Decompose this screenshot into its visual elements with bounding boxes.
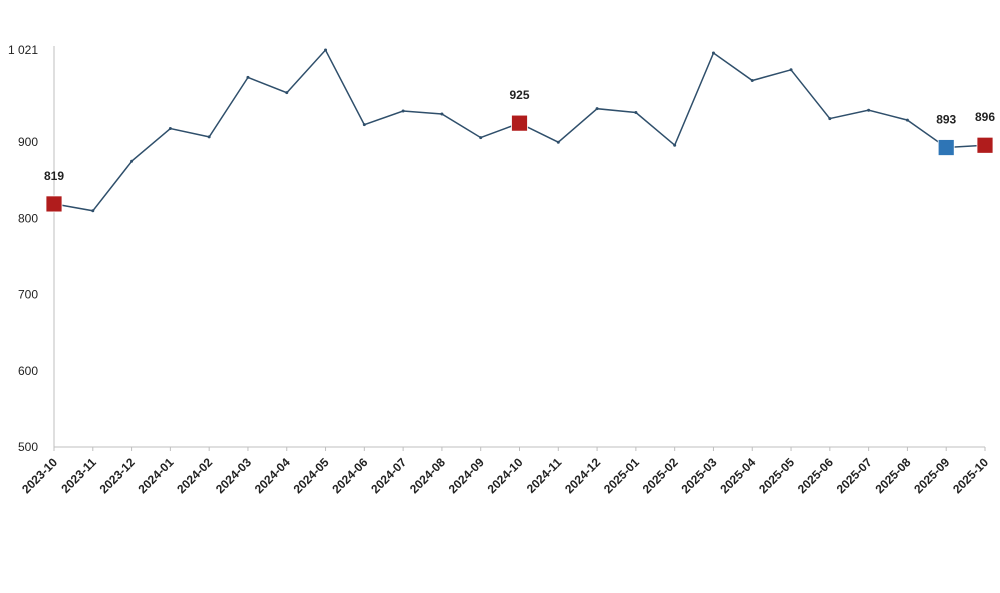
highlight-marker — [937, 139, 955, 156]
x-tick-label: 2024-09 — [446, 455, 487, 496]
x-tick-label: 2023-12 — [97, 455, 138, 496]
x-tick-label: 2023-10 — [19, 455, 60, 496]
x-tick-label: 2025-10 — [950, 455, 991, 496]
data-point — [168, 126, 172, 130]
y-tick-label: 1 021 — [8, 43, 38, 57]
y-tick-label: 500 — [18, 440, 38, 454]
data-point — [324, 48, 328, 52]
highlight-markers — [45, 48, 994, 213]
data-point — [440, 112, 444, 116]
data-point — [750, 78, 754, 82]
data-point — [362, 123, 366, 127]
data-point — [479, 136, 483, 140]
x-tick-label: 2024-06 — [329, 455, 370, 496]
data-point — [711, 51, 715, 55]
x-tick-label: 2024-07 — [368, 455, 409, 496]
x-tick-label: 2023-11 — [58, 455, 99, 496]
data-point — [556, 140, 560, 144]
x-tick-label: 2024-05 — [291, 455, 332, 496]
y-tick-label: 700 — [18, 288, 38, 302]
data-point — [634, 110, 638, 114]
x-axis-ticks: 2023-102023-112023-122024-012024-022024-… — [19, 447, 991, 496]
y-axis-ticks: 500 600 700 800 900 1 021 — [8, 43, 38, 454]
x-tick-label: 2025-09 — [911, 455, 952, 496]
y-tick-label: 900 — [18, 135, 38, 149]
highlight-marker — [511, 114, 528, 132]
data-point — [401, 109, 405, 113]
data-point — [246, 75, 250, 79]
data-label: 819 — [44, 169, 64, 183]
x-tick-label: 2025-03 — [679, 455, 720, 496]
data-labels: 819 925 893 896 — [44, 88, 995, 183]
x-tick-label: 2024-01 — [135, 455, 176, 496]
x-tick-label: 2025-04 — [717, 455, 758, 496]
x-tick-label: 2024-08 — [407, 455, 448, 496]
x-tick-label: 2024-02 — [174, 455, 215, 496]
data-point — [789, 68, 793, 72]
data-label: 893 — [936, 113, 956, 127]
data-point — [867, 108, 871, 112]
data-label: 896 — [975, 110, 995, 124]
data-label: 925 — [509, 88, 529, 102]
highlight-marker — [45, 195, 63, 213]
x-tick-label: 2025-08 — [872, 455, 913, 496]
x-tick-label: 2024-12 — [562, 455, 603, 496]
x-tick-label: 2024-04 — [252, 455, 293, 496]
x-tick-label: 2025-01 — [601, 455, 642, 496]
x-tick-label: 2024-11 — [524, 455, 565, 496]
data-point — [91, 209, 95, 213]
data-point — [595, 107, 599, 111]
data-point — [207, 135, 211, 139]
y-tick-label: 800 — [18, 211, 38, 225]
x-tick-label: 2025-06 — [795, 455, 836, 496]
data-point — [905, 118, 909, 122]
data-point — [285, 91, 289, 95]
data-point — [130, 159, 134, 163]
x-tick-label: 2024-03 — [213, 455, 254, 496]
y-tick-label: 600 — [18, 364, 38, 378]
x-tick-label: 2025-05 — [756, 455, 797, 496]
highlight-marker — [976, 136, 994, 154]
axes — [53, 46, 985, 448]
data-point — [828, 117, 832, 121]
data-point — [673, 143, 677, 147]
x-tick-label: 2025-02 — [640, 455, 681, 496]
x-tick-label: 2024-10 — [485, 455, 526, 496]
x-tick-label: 2025-07 — [834, 455, 875, 496]
